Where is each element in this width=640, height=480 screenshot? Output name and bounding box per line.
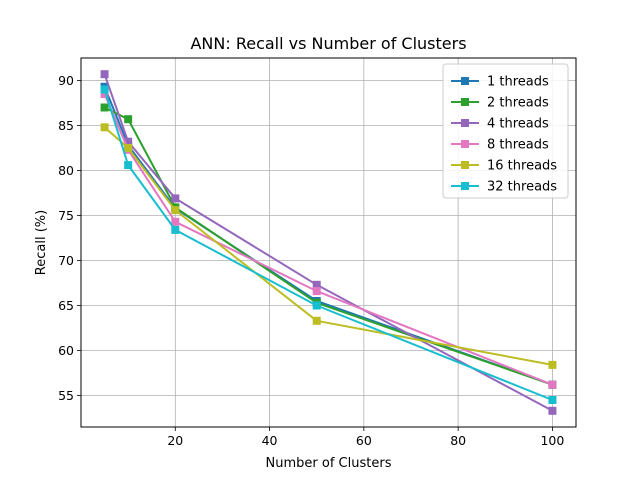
legend-marker-5 <box>461 182 469 190</box>
legend-marker-3 <box>461 140 469 148</box>
x-tick-label-0: 20 <box>167 433 183 448</box>
series-3-point-0 <box>100 90 109 98</box>
y-tick-label-6: 85 <box>58 118 74 133</box>
series-3-point-2 <box>171 217 180 226</box>
x-tick-label-2: 60 <box>356 433 372 448</box>
series-5-point-1 <box>124 161 133 170</box>
series-2 <box>100 70 557 415</box>
y-tick-label-3: 70 <box>58 253 74 268</box>
series-4-point-4 <box>548 360 557 369</box>
legend-label-1: 2 threads <box>487 96 549 111</box>
x-tick-label-4: 100 <box>540 433 564 448</box>
legend-marker-0 <box>461 77 469 85</box>
series-2-point-4 <box>548 406 557 415</box>
series-3-point-3 <box>312 287 321 296</box>
series-3-point-4 <box>548 380 557 389</box>
legend-label-5: 32 threads <box>487 180 557 195</box>
legend-label-2: 4 threads <box>487 117 549 132</box>
plot-frame <box>80 57 577 428</box>
series-2-point-3 <box>312 280 321 289</box>
series-5-point-0 <box>100 85 109 94</box>
x-tick-label-3: 80 <box>450 433 466 448</box>
y-tick-label-1: 60 <box>58 343 74 358</box>
series-4-point-3 <box>312 316 321 325</box>
series-2-point-2 <box>171 194 180 203</box>
y-tick-label-7: 90 <box>58 73 74 88</box>
legend-label-0: 1 threads <box>487 75 549 90</box>
series-4-point-0 <box>100 123 109 132</box>
y-tick-label-4: 75 <box>58 208 74 223</box>
series-5 <box>100 85 557 404</box>
series-2-point-1 <box>124 137 133 146</box>
ticks: 20 40 60 80 100 55 60 65 70 75 80 85 90 <box>58 73 564 448</box>
series-layer <box>100 70 557 415</box>
series-4-point-2 <box>171 206 180 215</box>
series-2-point-0 <box>100 70 109 79</box>
legend-label-4: 16 threads <box>487 159 557 174</box>
series-1-point-1 <box>124 115 133 124</box>
y-tick-label-0: 55 <box>58 388 74 403</box>
legend-marker-2 <box>461 119 469 127</box>
y-tick-label-5: 80 <box>58 163 74 178</box>
series-5-point-4 <box>548 396 557 404</box>
legend-marker-1 <box>461 98 469 106</box>
series-5-point-2 <box>171 225 180 234</box>
legend-label-3: 8 threads <box>487 138 549 153</box>
legend: 1 threads 2 threads 4 threads 8 threads 16 t… <box>442 63 569 199</box>
y-axis-label: Recall (%) <box>34 210 49 275</box>
x-tick-label-1: 40 <box>262 433 278 448</box>
series-5-point-3 <box>312 301 321 310</box>
x-axis-label: Number of Clusters <box>266 456 392 471</box>
chart-title: ANN: Recall vs Number of Clusters <box>190 34 466 53</box>
series-1-point-0 <box>100 103 109 112</box>
y-tick-label-2: 65 <box>58 298 74 313</box>
legend-marker-4 <box>461 161 469 169</box>
series-4-point-1 <box>124 144 133 152</box>
